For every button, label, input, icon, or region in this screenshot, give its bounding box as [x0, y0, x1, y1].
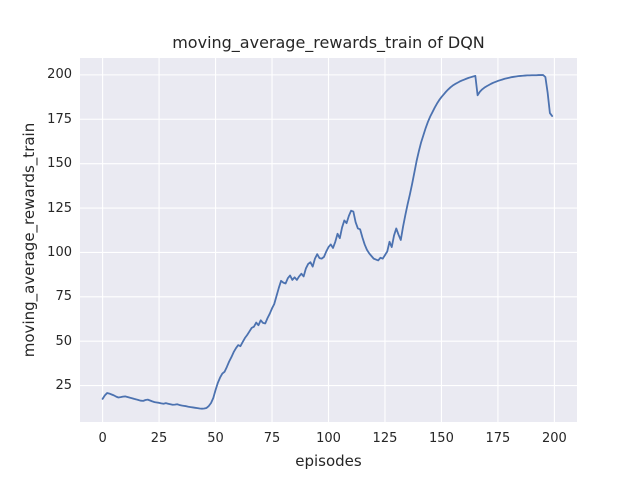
chart-title: moving_average_rewards_train of DQN: [172, 33, 485, 52]
y-tick-label: 200: [47, 67, 72, 83]
x-tick-label: 175: [485, 431, 511, 446]
y-tick-label: 100: [47, 244, 72, 260]
y-axis-label: moving_average_rewards_train: [20, 122, 38, 358]
y-tick-label: 175: [47, 111, 72, 127]
gridlines: [80, 58, 577, 422]
y-tick-label: 75: [55, 289, 72, 305]
x-tick-label: 150: [429, 431, 454, 446]
plot-canvas: [80, 58, 577, 422]
x-tick-label: 75: [263, 431, 281, 446]
x-tick-label: 25: [150, 431, 168, 446]
y-tick-label: 125: [47, 200, 72, 216]
x-tick-label: 100: [316, 431, 341, 446]
dqn-line-series: [101, 74, 554, 410]
x-tick-label: 0: [98, 431, 107, 446]
y-tick-label: 150: [47, 156, 72, 172]
x-tick-label: 125: [372, 431, 398, 446]
y-tick-label: 50: [55, 333, 72, 349]
x-tick-label: 50: [207, 431, 224, 446]
x-axis-label: episodes: [295, 452, 362, 470]
plot-area: [80, 58, 577, 422]
y-tick-label: 25: [55, 378, 72, 394]
x-tick-label: 200: [541, 431, 567, 446]
